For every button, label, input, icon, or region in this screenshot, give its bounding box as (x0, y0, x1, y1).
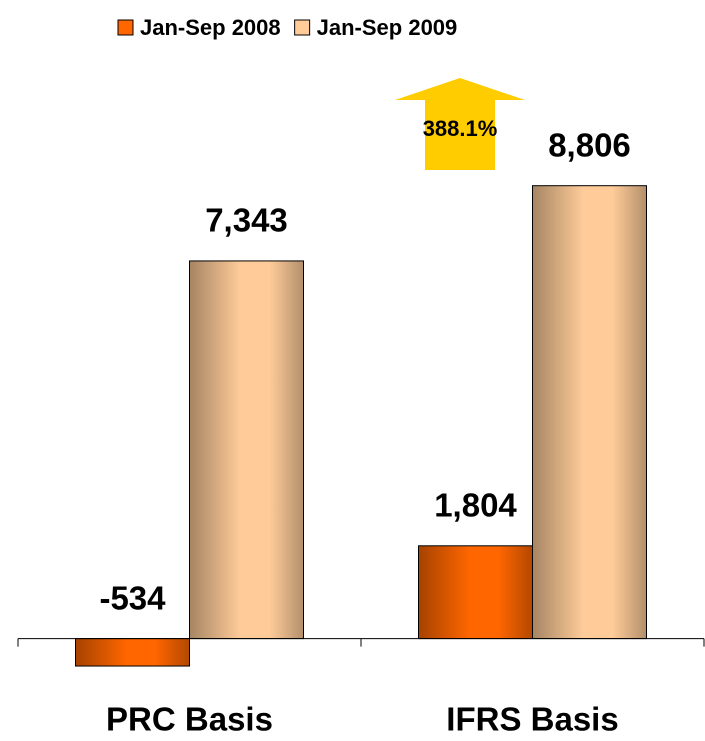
bar (532, 185, 647, 640)
legend-label: Jan-Sep 2009 (317, 15, 458, 40)
x-tick-label: IFRS Basis (446, 701, 618, 738)
legend-swatch (294, 19, 311, 36)
legend-swatch (117, 19, 134, 36)
value-label: 1,804 (434, 487, 517, 524)
value-label: -534 (99, 579, 166, 616)
bar (75, 638, 190, 667)
value-label: 8,806 (548, 126, 631, 163)
legend-label: Jan-Sep 2008 (140, 15, 281, 40)
bar (189, 260, 304, 640)
bar (418, 545, 533, 640)
value-label: 7,343 (205, 202, 288, 239)
growth-annotation: 388.1% (423, 116, 498, 141)
x-tick-label: PRC Basis (106, 701, 273, 738)
growth-arrow (395, 78, 525, 170)
